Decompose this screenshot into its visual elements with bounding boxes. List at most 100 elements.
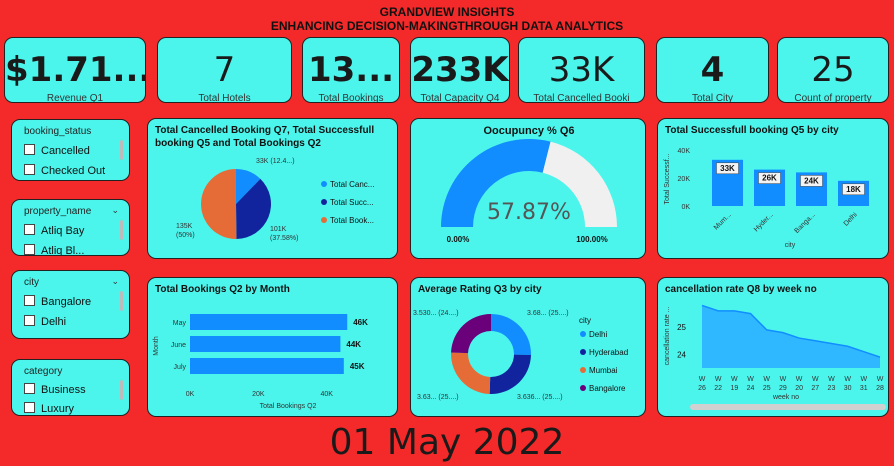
donut-slice[interactable]	[451, 352, 491, 394]
checkbox[interactable]	[24, 383, 35, 394]
slicer-property-name[interactable]: property_name ⌄ Atliq Bay Atliq Bl...	[11, 199, 130, 256]
kpi-value: 7	[213, 50, 236, 90]
bar[interactable]	[190, 314, 348, 330]
x-tick: Delhi	[843, 211, 860, 228]
gauge-remaining-arc[interactable]	[542, 141, 617, 227]
x-tick-number: 30	[844, 385, 852, 392]
slicer-option-atliq-bay[interactable]: Atliq Bay	[24, 224, 84, 237]
chart-title: Total Cancelled Booking Q7, Total Succes…	[155, 125, 375, 149]
slicer-title: booking_status	[24, 126, 92, 137]
bar-chart[interactable]: 40K 20K 0K Total Successf... 33K Mum... 26K Hyd…	[658, 119, 889, 259]
legend-label: Total Canc...	[330, 180, 374, 189]
scrollbar[interactable]	[120, 220, 123, 240]
kpi-total-hotels[interactable]: 7 Total Hotels	[157, 37, 292, 103]
kpi-label: Count of property	[794, 93, 872, 103]
scrollbar[interactable]	[120, 140, 123, 160]
rating-donut-card[interactable]: Average Rating Q3 by city 3.68... (25...…	[410, 277, 646, 417]
pie-slice[interactable]	[236, 169, 261, 204]
cancellation-area-card[interactable]: cancellation rate Q8 by week no 25 24 canc…	[657, 277, 889, 417]
slicer-option-delhi[interactable]: Delhi	[24, 315, 66, 328]
occupancy-gauge-card[interactable]: Oocupuncy % Q6 57.87% 0.00% 100.00%	[410, 118, 646, 259]
slicer-category[interactable]: category Business Luxury	[11, 359, 130, 416]
chart-title: Total Bookings Q2 by Month	[155, 284, 290, 295]
x-tick-week: W	[731, 376, 738, 383]
data-label: 24K	[804, 176, 819, 185]
area-line[interactable]	[701, 304, 881, 358]
slicer-booking-status[interactable]: booking_status Cancelled Checked Out	[11, 119, 130, 181]
checkbox[interactable]	[24, 164, 35, 175]
kpi-value: 233K	[411, 50, 509, 90]
legend-marker[interactable]	[580, 349, 586, 355]
bar[interactable]	[190, 336, 341, 352]
pie-chart[interactable]: 33K (12.4...) 101K (37.58%) 135K (50%) Total …	[148, 119, 398, 259]
horizontal-scrollbar[interactable]	[690, 404, 886, 410]
data-label: 45K	[350, 362, 365, 371]
y-axis-label: cancellation rate ...	[664, 307, 671, 366]
city-bar-chart-card[interactable]: Total Successfull booking Q5 by city 40K…	[657, 118, 889, 259]
kpi-label: Total Cancelled Booki	[533, 93, 630, 103]
checkbox[interactable]	[24, 224, 35, 235]
month-bar-chart-card[interactable]: Total Bookings Q2 by Month May 46K June 44K…	[147, 277, 398, 417]
checkbox[interactable]	[24, 244, 35, 255]
x-tick: Hyder...	[753, 211, 775, 233]
kpi-total-bookings[interactable]: 13... Total Bookings	[302, 37, 400, 103]
kpi-count-property[interactable]: 25 Count of property	[777, 37, 889, 103]
pie-slice[interactable]	[201, 169, 237, 239]
donut-chart[interactable]: 3.68... (25....) 3.636... (25....) 3.63...…	[411, 278, 646, 417]
donut-slice[interactable]	[451, 314, 491, 354]
data-label-box[interactable]	[758, 172, 781, 184]
slicer-option-atliq-bl[interactable]: Atliq Bl...	[24, 244, 84, 255]
chevron-down-icon[interactable]: ⌄	[111, 276, 119, 286]
slicer-option-business[interactable]: Business	[24, 383, 86, 396]
checkbox[interactable]	[24, 144, 35, 155]
area-fill[interactable]	[702, 305, 880, 368]
pie-slice[interactable]	[236, 178, 271, 239]
gauge-chart[interactable]: 57.87% 0.00% 100.00%	[411, 119, 646, 259]
slicer-title: category	[24, 366, 63, 377]
legend-marker[interactable]	[321, 199, 327, 205]
checkbox[interactable]	[24, 295, 35, 306]
legend-marker[interactable]	[580, 367, 586, 373]
donut-slice[interactable]	[491, 314, 531, 356]
data-label-box[interactable]	[716, 162, 739, 175]
legend-marker[interactable]	[321, 217, 327, 223]
scrollbar[interactable]	[120, 291, 123, 311]
kpi-label: Total Capacity Q4	[420, 93, 500, 103]
legend-marker[interactable]	[580, 331, 586, 337]
donut-slice[interactable]	[489, 354, 531, 394]
slicer-option-checked-out[interactable]: Checked Out	[24, 164, 105, 177]
slicer-option-bangalore[interactable]: Bangalore	[24, 295, 91, 308]
x-tick-week: W	[877, 376, 884, 383]
slicer-option-cancelled[interactable]: Cancelled	[24, 144, 90, 157]
area-chart[interactable]: 25 24 cancellation rate ... W 26 W 22 W 19 W 24 W 25…	[658, 278, 889, 417]
data-label: (50%)	[176, 232, 195, 239]
checkbox[interactable]	[24, 402, 35, 413]
x-tick-week: W	[812, 376, 819, 383]
pie-chart-card[interactable]: Total Cancelled Booking Q7, Total Succes…	[147, 118, 398, 259]
legend-marker[interactable]	[321, 181, 327, 187]
kpi-total-capacity-q4[interactable]: 233K Total Capacity Q4	[410, 37, 510, 103]
kpi-revenue-q1[interactable]: $1.71... Revenue Q1	[4, 37, 146, 103]
x-tick-week: W	[796, 376, 803, 383]
checkbox[interactable]	[24, 315, 35, 326]
y-tick: 20K	[678, 176, 691, 183]
legend-label: Hyderabad	[589, 348, 628, 357]
scrollbar[interactable]	[120, 380, 123, 400]
kpi-label: Total City	[691, 93, 734, 103]
x-tick-week: W	[747, 376, 754, 383]
slicer-title: property_name	[24, 206, 92, 217]
kpi-label: Total Bookings	[318, 93, 384, 103]
chevron-down-icon[interactable]: ⌄	[111, 205, 119, 215]
gauge-value-arc[interactable]	[441, 138, 551, 227]
legend-marker[interactable]	[580, 385, 586, 391]
slicer-option-luxury[interactable]: Luxury	[24, 402, 74, 415]
kpi-total-cancelled[interactable]: 33K Total Cancelled Booki	[518, 37, 645, 103]
bar[interactable]	[190, 358, 344, 374]
slicer-city[interactable]: city ⌄ Bangalore Delhi	[11, 270, 130, 339]
gauge-min-label: 0.00%	[447, 235, 470, 244]
data-label-box[interactable]	[842, 183, 865, 196]
kpi-total-city[interactable]: 4 Total City	[656, 37, 769, 103]
data-label-box[interactable]	[800, 175, 823, 187]
x-tick-number: 19	[730, 385, 738, 392]
